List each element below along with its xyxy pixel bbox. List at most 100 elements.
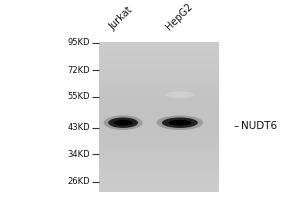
Bar <box>99 121 219 122</box>
Bar <box>99 77 219 79</box>
Bar <box>99 80 219 81</box>
Ellipse shape <box>165 91 195 98</box>
Ellipse shape <box>168 120 191 126</box>
Bar <box>99 191 219 192</box>
Bar <box>99 92 219 94</box>
Bar <box>99 55 219 56</box>
Bar <box>99 189 219 191</box>
Text: Jurkat: Jurkat <box>107 5 134 32</box>
Bar <box>99 49 219 50</box>
Bar <box>99 166 219 167</box>
Bar <box>99 105 219 106</box>
Bar <box>99 120 219 121</box>
Bar <box>99 67 219 69</box>
Bar <box>99 68 219 70</box>
Bar <box>99 150 219 151</box>
Bar <box>99 52 219 54</box>
Bar <box>99 136 219 137</box>
Bar <box>99 58 219 60</box>
Bar <box>99 115 219 116</box>
Bar <box>99 180 219 181</box>
Bar <box>99 168 219 170</box>
Text: 26KD: 26KD <box>68 177 90 186</box>
Bar <box>99 131 219 132</box>
Bar <box>99 141 219 142</box>
Bar <box>99 188 219 190</box>
Text: NUDT6: NUDT6 <box>241 121 277 131</box>
Bar <box>99 70 219 71</box>
Bar <box>99 157 219 159</box>
Bar <box>99 86 219 88</box>
Bar <box>99 91 219 93</box>
Bar <box>99 176 219 177</box>
Bar <box>99 175 219 176</box>
Bar <box>99 98 219 100</box>
Ellipse shape <box>104 115 142 130</box>
Bar <box>99 63 219 65</box>
Bar <box>99 138 219 140</box>
Ellipse shape <box>157 115 203 130</box>
Bar <box>99 123 219 125</box>
Bar <box>99 57 219 59</box>
Bar <box>99 93 219 95</box>
Ellipse shape <box>108 117 138 128</box>
Bar <box>99 61 219 63</box>
Text: 72KD: 72KD <box>68 66 90 75</box>
Bar <box>99 143 219 145</box>
Bar <box>99 95 219 96</box>
Bar <box>99 56 219 58</box>
Bar <box>99 51 219 53</box>
Text: 43KD: 43KD <box>68 123 90 132</box>
Bar <box>99 118 219 120</box>
Bar <box>99 107 219 109</box>
Bar <box>99 165 219 166</box>
Bar <box>99 82 219 84</box>
Bar <box>99 137 219 139</box>
Bar <box>99 75 219 76</box>
Bar <box>99 147 219 149</box>
Bar <box>99 186 219 187</box>
Bar <box>99 185 219 186</box>
Bar <box>99 44 219 45</box>
Bar <box>99 183 219 185</box>
Bar <box>99 161 219 162</box>
Bar <box>99 66 219 68</box>
Bar <box>99 100 219 101</box>
Bar <box>99 81 219 83</box>
Bar <box>99 132 219 134</box>
Bar <box>99 42 219 44</box>
Bar <box>99 133 219 135</box>
Bar <box>99 116 219 117</box>
Bar <box>99 78 219 80</box>
Bar <box>99 130 219 131</box>
Bar <box>99 90 219 91</box>
Bar <box>99 126 219 127</box>
Text: 34KD: 34KD <box>68 150 90 159</box>
Bar <box>99 156 219 157</box>
Bar <box>99 103 219 105</box>
Text: –: – <box>234 121 239 131</box>
Bar <box>99 167 219 169</box>
Bar <box>99 117 219 119</box>
Bar <box>99 73 219 75</box>
Bar <box>99 83 219 85</box>
Bar <box>99 113 219 115</box>
Bar <box>99 145 219 146</box>
Bar <box>99 153 219 155</box>
Bar <box>99 155 219 156</box>
Bar <box>99 65 219 66</box>
Bar <box>99 177 219 179</box>
Bar <box>99 50 219 51</box>
Ellipse shape <box>162 117 198 128</box>
Bar <box>99 122 219 124</box>
Bar <box>99 160 219 161</box>
Bar <box>99 171 219 172</box>
Bar <box>99 53 219 55</box>
Bar <box>99 181 219 182</box>
Bar <box>99 182 219 184</box>
Bar <box>99 172 219 174</box>
Bar <box>99 158 219 160</box>
Bar <box>99 108 219 110</box>
Text: 95KD: 95KD <box>68 38 90 47</box>
Ellipse shape <box>113 120 133 126</box>
